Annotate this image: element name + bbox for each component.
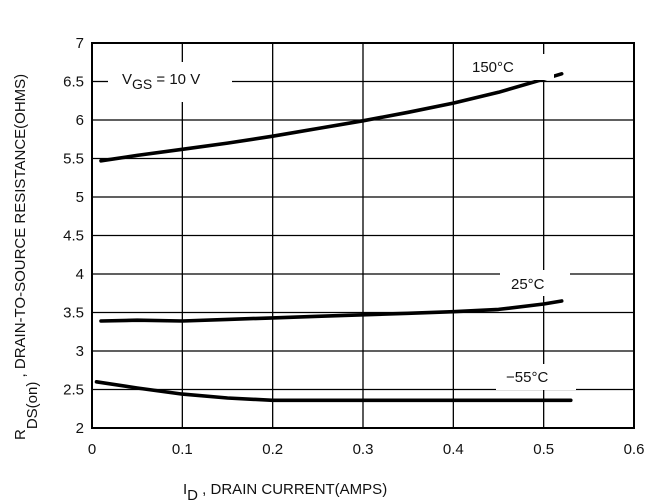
series-label-background bbox=[462, 54, 554, 80]
y-tick-label: 5.5 bbox=[63, 151, 84, 168]
y-axis-text: , DRAIN-TO-SOURCE RESISTANCE(OHMS) bbox=[12, 74, 29, 382]
x-axis-subscript: D bbox=[187, 487, 198, 504]
tick-layer: 0 0.1 0.2 0.3 0.4 0.5 0.6 2 2.5 3 3.5 4 4.5 5 5.5 6 6.5 7 bbox=[63, 35, 644, 458]
y-tick-label: 5 bbox=[76, 189, 84, 206]
series-line bbox=[99, 299, 564, 323]
series-label: −55°C bbox=[506, 369, 548, 386]
y-tick-label: 2.5 bbox=[63, 382, 84, 399]
series-label-background bbox=[500, 270, 570, 296]
series-label-background bbox=[496, 364, 576, 390]
y-tick-label: 4 bbox=[76, 266, 84, 283]
plot-frame bbox=[91, 42, 635, 429]
x-axis-text: , DRAIN CURRENT(AMPS) bbox=[198, 481, 387, 498]
x-tick-label: 0.4 bbox=[443, 441, 464, 458]
x-tick-label: 0.1 bbox=[172, 441, 193, 458]
x-axis-symbol: I bbox=[183, 481, 187, 498]
x-tick-label: 0.5 bbox=[533, 441, 554, 458]
x-tick-label: 0.2 bbox=[262, 441, 283, 458]
series-line bbox=[99, 72, 564, 163]
annotation-background bbox=[108, 62, 232, 102]
y-tick-label: 4.5 bbox=[63, 228, 84, 245]
y-axis-label: RDS(on) , DRAIN-TO-SOURCE RESISTANCE(OHM… bbox=[12, 74, 41, 440]
series-layer bbox=[94, 72, 573, 403]
y-tick-label: 6.5 bbox=[63, 74, 84, 91]
annotation-text: = 10 V bbox=[152, 71, 200, 88]
x-tick-label: 0 bbox=[88, 441, 96, 458]
series-line bbox=[94, 380, 573, 403]
y-tick-label: 2 bbox=[76, 420, 84, 437]
y-axis-symbol: R bbox=[12, 429, 29, 440]
series-label: 25°C bbox=[511, 276, 545, 293]
y-tick-label: 3.5 bbox=[63, 305, 84, 322]
label-layer: 150°C 25°C −55°C bbox=[108, 54, 576, 390]
y-tick-label: 3 bbox=[76, 343, 84, 360]
x-axis-label: ID , DRAIN CURRENT(AMPS) bbox=[183, 481, 387, 504]
annotation-subscript: GS bbox=[132, 76, 152, 92]
series-label: 150°C bbox=[472, 59, 514, 76]
y-tick-label: 6 bbox=[76, 112, 84, 129]
y-tick-label: 7 bbox=[76, 35, 84, 52]
y-axis-subscript: DS(on) bbox=[24, 382, 41, 430]
x-tick-label: 0.3 bbox=[353, 441, 374, 458]
annotation-symbol: V bbox=[122, 71, 132, 88]
x-tick-label: 0.6 bbox=[624, 441, 645, 458]
vgs-annotation: VGS = 10 V bbox=[122, 71, 200, 92]
